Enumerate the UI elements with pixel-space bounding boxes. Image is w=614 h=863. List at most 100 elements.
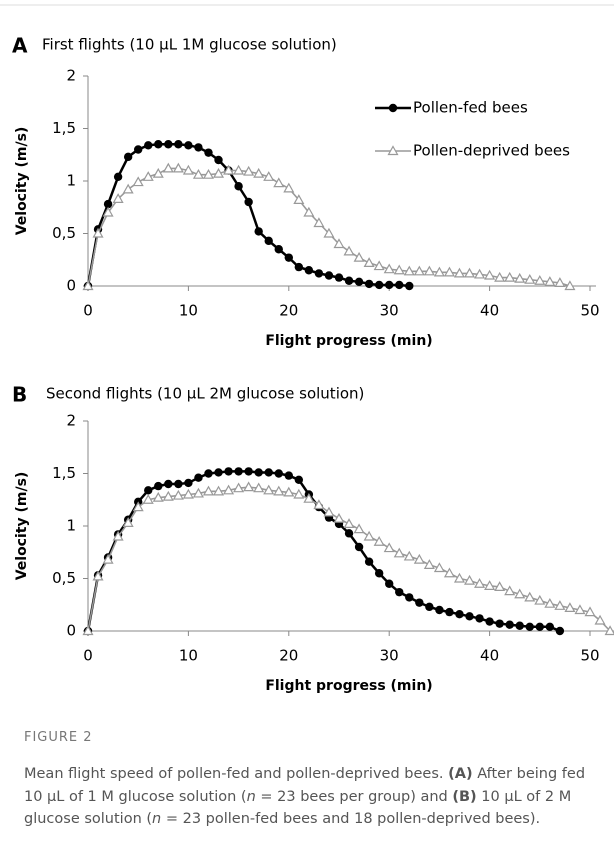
marker	[313, 217, 325, 228]
y-axis-label: Velocity (m/s)	[14, 127, 30, 236]
marker	[294, 475, 304, 484]
marker	[495, 619, 504, 628]
marker	[273, 177, 285, 188]
caption-text: = 23 pollen-fed bees and 18 pollen-depri…	[161, 811, 541, 827]
marker	[283, 486, 295, 497]
y-tick-label: 1,5	[52, 119, 76, 137]
marker	[144, 141, 153, 150]
marker	[223, 484, 235, 495]
marker	[515, 621, 524, 630]
marker	[304, 266, 314, 275]
marker	[82, 280, 94, 291]
marker	[463, 574, 476, 585]
marker	[123, 152, 133, 162]
marker	[494, 271, 506, 282]
y-tick-label: 0	[66, 622, 76, 640]
series-line	[87, 486, 611, 632]
marker	[243, 165, 255, 176]
marker	[92, 227, 104, 238]
marker	[343, 245, 355, 256]
marker	[224, 467, 233, 476]
marker	[204, 469, 213, 478]
x-tick-label: 40	[480, 647, 499, 665]
marker	[154, 140, 163, 149]
marker	[144, 486, 153, 495]
marker	[212, 485, 225, 496]
marker	[142, 494, 154, 504]
y-tick-label: 2	[66, 412, 76, 430]
marker	[174, 479, 183, 489]
marker	[525, 622, 534, 631]
marker	[122, 183, 134, 194]
marker	[423, 265, 435, 276]
y-tick-label: 1	[66, 517, 76, 535]
marker	[413, 553, 425, 564]
marker	[162, 162, 174, 173]
marker	[475, 614, 484, 623]
y-tick-label: 0,5	[52, 224, 76, 242]
marker	[395, 280, 404, 290]
marker	[214, 468, 223, 477]
marker	[113, 172, 123, 181]
marker	[534, 275, 546, 285]
x-tick-label: 50	[580, 647, 599, 665]
marker	[388, 103, 398, 113]
marker	[243, 481, 255, 492]
caption: Mean flight speed of pollen-fed and poll…	[24, 763, 596, 831]
marker	[363, 530, 375, 541]
marker	[594, 614, 606, 625]
marker	[524, 591, 536, 602]
marker	[253, 167, 265, 178]
marker	[443, 567, 455, 578]
marker	[364, 279, 374, 289]
marker	[354, 542, 364, 552]
y-tick-label: 1	[66, 172, 76, 190]
marker	[393, 547, 405, 558]
y-tick-label: 0	[66, 277, 76, 295]
caption-text: n	[152, 811, 162, 827]
marker	[233, 164, 245, 175]
marker	[333, 238, 345, 249]
marker	[174, 140, 183, 149]
panel-label: B	[12, 383, 27, 407]
marker	[284, 253, 293, 262]
marker	[103, 199, 113, 209]
marker	[385, 280, 394, 290]
marker	[604, 625, 614, 636]
marker	[202, 168, 215, 179]
marker	[182, 164, 194, 175]
marker	[574, 604, 586, 615]
marker	[264, 468, 273, 477]
x-tick-label: 10	[179, 302, 198, 320]
marker	[234, 182, 243, 191]
marker	[223, 164, 235, 175]
marker	[313, 499, 325, 510]
marker	[192, 487, 204, 498]
marker	[184, 141, 193, 150]
marker	[254, 227, 263, 236]
marker	[514, 272, 526, 283]
marker	[445, 607, 454, 617]
marker	[244, 467, 253, 476]
marker	[233, 482, 245, 493]
marker	[112, 193, 124, 203]
marker	[92, 570, 104, 581]
y-tick-label: 2	[66, 67, 76, 85]
marker	[453, 267, 466, 278]
marker	[485, 617, 494, 626]
marker	[494, 581, 506, 591]
legend-label: Pollen-fed bees	[413, 99, 528, 117]
y-tick-label: 0,5	[52, 569, 76, 587]
marker	[564, 602, 576, 612]
panel-label: A	[12, 34, 28, 58]
marker	[433, 562, 445, 573]
marker	[484, 269, 496, 280]
marker	[353, 251, 365, 262]
marker	[374, 280, 384, 290]
marker	[413, 265, 425, 276]
marker	[544, 276, 556, 286]
marker	[385, 579, 394, 588]
caption-text: Mean flight speed of pollen-fed and poll…	[24, 766, 449, 782]
marker	[274, 469, 283, 478]
